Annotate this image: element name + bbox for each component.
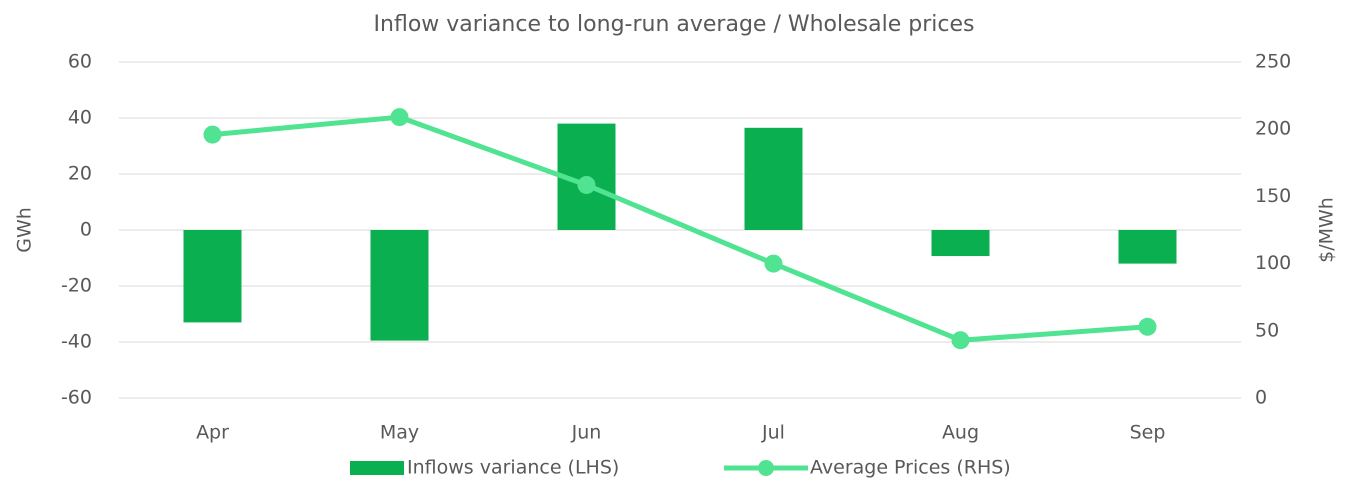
y-tick-label: -40 <box>61 331 92 353</box>
y2-tick-label: 150 <box>1255 185 1291 207</box>
y-tick-label: 20 <box>68 163 92 185</box>
x-tick-label: Aug <box>942 422 979 444</box>
bar <box>183 230 242 323</box>
point <box>764 254 783 273</box>
y-axis-label: GWh <box>14 207 36 253</box>
y-tick-label: -20 <box>61 275 92 297</box>
y-tick-label: -60 <box>61 387 92 409</box>
x-tick-label: Sep <box>1130 422 1166 444</box>
x-tick-label: Jul <box>761 422 785 444</box>
y-tick-label: 60 <box>68 51 92 73</box>
bar <box>744 127 803 230</box>
point <box>203 125 222 144</box>
y-tick-label: 40 <box>68 107 92 129</box>
y2-tick-label: 250 <box>1255 51 1291 73</box>
chart-title: Inflow variance to long-run average / Wh… <box>374 12 975 37</box>
y2-tick-label: 50 <box>1255 319 1279 341</box>
bar <box>370 230 429 341</box>
y-tick-label: 0 <box>80 219 92 241</box>
legend-label: Inflows variance (LHS) <box>407 457 619 479</box>
point <box>577 175 596 194</box>
y2-axis-label: $/MWh <box>1316 197 1338 263</box>
y2-tick-label: 100 <box>1255 252 1291 274</box>
x-tick-label: Jun <box>571 422 602 444</box>
legend-marker <box>758 460 774 476</box>
bar <box>1118 230 1177 264</box>
point <box>951 331 970 350</box>
y2-tick-label: 200 <box>1255 118 1291 140</box>
y2-tick-label: 0 <box>1255 387 1267 409</box>
legend-label: Average Prices (RHS) <box>810 457 1011 479</box>
point <box>390 108 409 127</box>
legend-swatch <box>350 461 404 475</box>
point <box>1138 317 1157 336</box>
x-tick-label: Apr <box>196 422 229 444</box>
line <box>212 114 1148 343</box>
bar <box>931 230 990 257</box>
x-tick-label: May <box>380 422 419 444</box>
